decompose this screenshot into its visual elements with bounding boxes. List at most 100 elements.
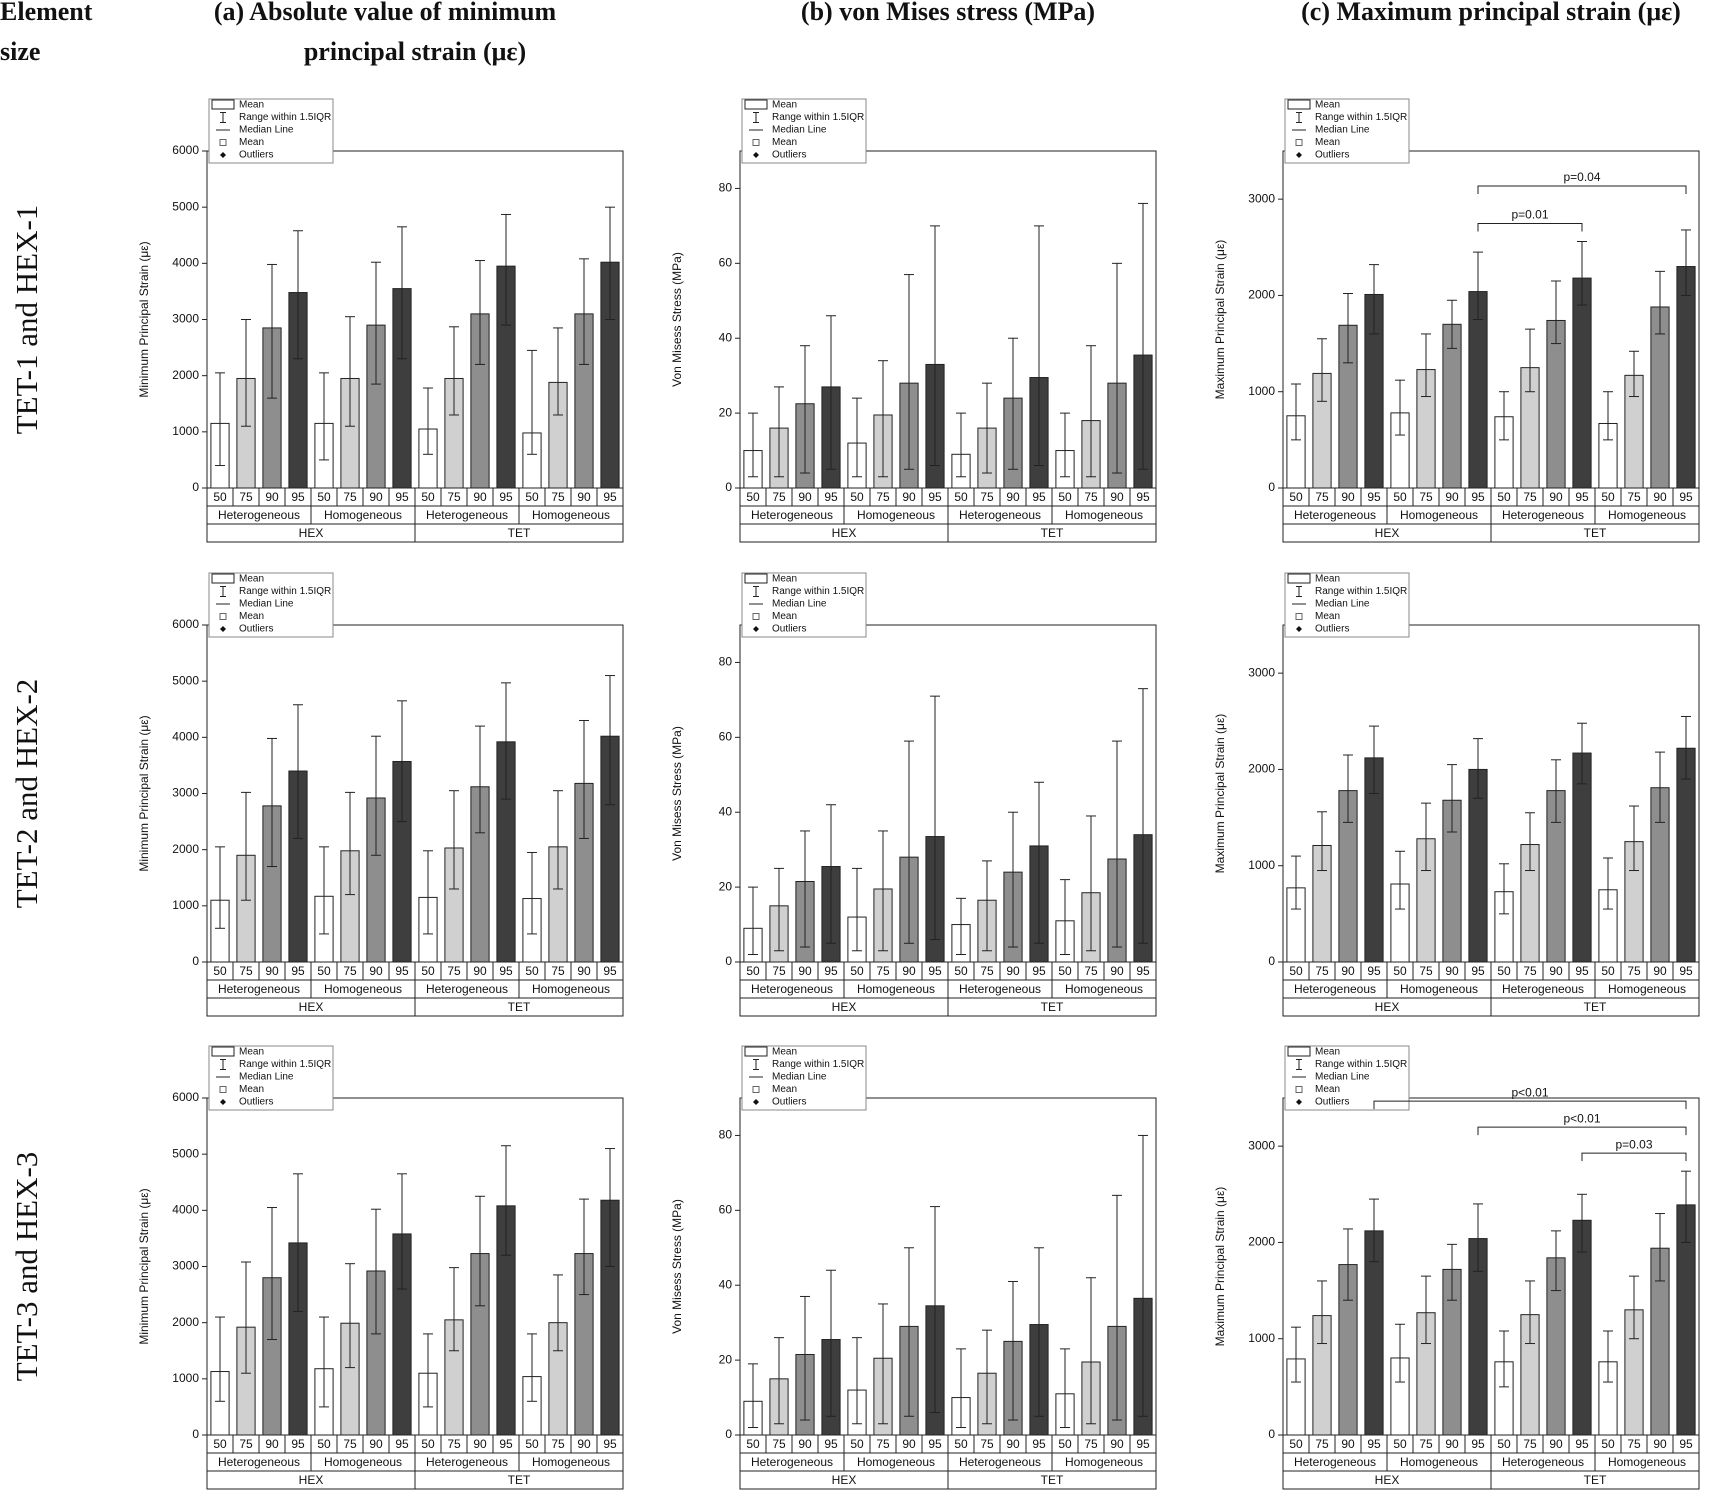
- legend-swatch: [1295, 1086, 1303, 1093]
- legend-label: Outliers: [772, 1097, 806, 1108]
- legend-swatch: [1295, 613, 1303, 620]
- y-tick-label: 0: [725, 954, 732, 968]
- x-tick-label: 95: [1471, 1437, 1485, 1451]
- legend-label: Mean: [772, 100, 797, 111]
- y-axis-label: Maximum Principal Strain (με): [1213, 714, 1227, 874]
- legend-label: Median Line: [772, 1072, 827, 1083]
- x-tick-label: 95: [499, 964, 513, 978]
- y-tick-label: 80: [719, 655, 733, 669]
- group-label: Homogeneous: [857, 982, 935, 996]
- y-axis-label: Minimum Principal Strain (με): [137, 715, 151, 871]
- significance-bracket: [1477, 185, 1687, 194]
- x-tick-label: 95: [1032, 964, 1046, 978]
- legend-swatch: [744, 1046, 768, 1057]
- x-tick-label: 75: [1627, 964, 1641, 978]
- chart-panel: 0 1000 2000 3000 Maximum Principal Strain (μ…: [1213, 572, 1700, 1017]
- y-tick-label: 6000: [172, 1090, 199, 1104]
- legend-label: Outliers: [1315, 624, 1349, 635]
- legend-label: Range within 1.5IQR: [1315, 586, 1407, 597]
- group-label: Homogeneous: [324, 1455, 402, 1469]
- supergroup-label: TET: [508, 526, 531, 540]
- significance-label: p<0.01: [1511, 1085, 1548, 1099]
- legend-box: [208, 1045, 334, 1111]
- x-tick-label: 95: [499, 1437, 513, 1451]
- x-tick-label: 90: [473, 490, 487, 504]
- supergroup-label: TET: [1041, 1473, 1064, 1487]
- chart-panel: 0 1000 2000 3000 Maximum Principal Strain (μ…: [1213, 98, 1700, 543]
- x-tick-label: 95: [1367, 490, 1381, 504]
- corner-label: Element: [0, 0, 93, 26]
- x-tick-label: 75: [343, 490, 357, 504]
- x-tick-label: 75: [1627, 1437, 1641, 1451]
- x-tick-label: 75: [980, 964, 994, 978]
- x-tick-label: 95: [1679, 490, 1693, 504]
- supergroup-label: TET: [1041, 1000, 1064, 1014]
- x-tick-label: 90: [265, 490, 279, 504]
- y-tick-label: 80: [719, 181, 733, 195]
- x-tick-label: 75: [447, 490, 461, 504]
- x-tick-label: 95: [824, 1437, 838, 1451]
- chart-panel: 0 20 40 60 80 Von Misess Stress (MPa) 50 75 90 95…: [670, 1045, 1157, 1490]
- x-tick-label: 75: [1315, 1437, 1329, 1451]
- x-tick-label: 75: [876, 490, 890, 504]
- x-tick-label: 90: [369, 1437, 383, 1451]
- group-label: Heterogeneous: [426, 1455, 508, 1469]
- significance-label: p=0.03: [1615, 1137, 1652, 1151]
- legend-label: Range within 1.5IQR: [772, 1059, 864, 1070]
- y-tick-label: 20: [719, 405, 733, 419]
- row-label: TET-3 and HEX-3: [9, 1152, 44, 1382]
- legend-label: Median Line: [239, 1072, 294, 1083]
- y-tick-label: 2000: [1248, 762, 1275, 776]
- legend-label: Mean: [1315, 1084, 1340, 1095]
- x-tick-label: 90: [902, 1437, 916, 1451]
- x-tick-label: 50: [213, 490, 227, 504]
- x-tick-label: 90: [798, 1437, 812, 1451]
- bar: [1572, 277, 1592, 489]
- supergroup-label: TET: [1584, 526, 1607, 540]
- group-label: Heterogeneous: [1502, 982, 1584, 996]
- x-tick-label: 90: [1549, 964, 1563, 978]
- group-label: Heterogeneous: [1294, 508, 1376, 522]
- y-axis-label: Maximum Principal Strain (με): [1213, 1187, 1227, 1347]
- x-tick-label: 75: [1419, 490, 1433, 504]
- group-label: Homogeneous: [857, 508, 935, 522]
- x-tick-label: 50: [746, 1437, 760, 1451]
- y-tick-label: 1000: [172, 424, 199, 438]
- group-label: Heterogeneous: [959, 982, 1041, 996]
- y-tick-label: 60: [719, 256, 733, 270]
- column-header: (a) Absolute value of minimum: [214, 0, 557, 26]
- group-label: Heterogeneous: [751, 508, 833, 522]
- x-tick-label: 50: [1497, 490, 1511, 504]
- group-label: Heterogeneous: [751, 982, 833, 996]
- legend-label: Median Line: [1315, 1072, 1370, 1083]
- legend-label: Mean: [1315, 611, 1340, 622]
- x-tick-label: 50: [421, 490, 435, 504]
- y-tick-label: 3000: [1248, 665, 1275, 679]
- x-tick-label: 95: [291, 1437, 305, 1451]
- y-tick-label: 3000: [172, 312, 199, 326]
- legend-swatch: [1287, 1046, 1311, 1057]
- x-tick-label: 75: [1419, 964, 1433, 978]
- column-header: (b) von Mises stress (MPa): [801, 0, 1095, 26]
- legend-label: Mean: [1315, 574, 1340, 585]
- corner-label: size: [0, 37, 40, 66]
- y-tick-label: 6000: [172, 617, 199, 631]
- group-label: Heterogeneous: [1502, 1455, 1584, 1469]
- x-tick-label: 95: [291, 964, 305, 978]
- x-tick-label: 95: [824, 490, 838, 504]
- x-tick-label: 50: [746, 964, 760, 978]
- group-label: Heterogeneous: [959, 1455, 1041, 1469]
- group-label: Heterogeneous: [1502, 508, 1584, 522]
- x-tick-label: 90: [1653, 1437, 1667, 1451]
- x-tick-label: 50: [317, 964, 331, 978]
- group-label: Homogeneous: [857, 1455, 935, 1469]
- x-tick-label: 50: [1601, 964, 1615, 978]
- y-tick-label: 1000: [172, 898, 199, 912]
- x-tick-label: 50: [954, 1437, 968, 1451]
- significance-bracket: [1373, 1100, 1687, 1110]
- x-tick-label: 95: [1367, 964, 1381, 978]
- y-tick-label: 1000: [1248, 858, 1275, 872]
- x-tick-label: 50: [850, 1437, 864, 1451]
- legend-swatch: [1287, 573, 1311, 584]
- group-label: Homogeneous: [532, 982, 610, 996]
